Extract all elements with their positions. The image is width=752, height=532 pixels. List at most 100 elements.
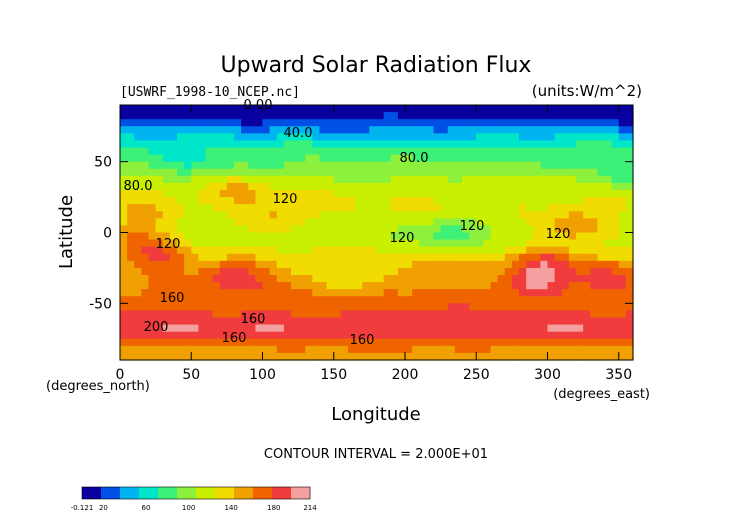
heatmap-cell <box>326 352 335 361</box>
heatmap-cell <box>454 253 463 262</box>
heatmap-cell <box>490 282 499 290</box>
heatmap-cell <box>326 239 335 248</box>
heatmap-cell <box>262 232 271 241</box>
heatmap-cell <box>177 253 185 262</box>
heatmap-cell <box>269 190 278 198</box>
heatmap-cell <box>276 105 285 113</box>
heatmap-cell <box>469 190 477 198</box>
heatmap-cell <box>248 303 256 312</box>
contour-label: 160 <box>222 331 247 346</box>
colorbar-tick-label: 214 <box>303 504 317 512</box>
heatmap-cell <box>177 331 185 340</box>
heatmap-cell <box>419 218 427 227</box>
heatmap-cell <box>390 296 399 304</box>
heatmap-cell <box>369 331 378 340</box>
heatmap-cell <box>162 119 171 127</box>
heatmap-cell <box>376 175 385 184</box>
heatmap-cell <box>262 182 271 191</box>
heatmap-cell <box>184 133 192 142</box>
heatmap-cell <box>533 317 541 326</box>
heatmap-cell <box>355 345 363 354</box>
heatmap-cell <box>497 267 506 276</box>
heatmap-cell <box>312 253 321 262</box>
heatmap-cell <box>369 154 378 163</box>
contour-label: 160 <box>350 333 375 348</box>
heatmap-cell <box>155 338 164 347</box>
heatmap-cell <box>526 119 534 127</box>
heatmap-cell <box>583 352 591 361</box>
heatmap-cell <box>212 140 221 149</box>
heatmap-cell <box>255 119 264 127</box>
heatmap-cell <box>226 154 235 163</box>
heatmap-cell <box>426 126 435 134</box>
heatmap-cell <box>262 126 271 134</box>
heatmap-cell <box>177 119 185 127</box>
heatmap-cell <box>283 345 292 354</box>
heatmap-cell <box>547 105 556 113</box>
heatmap-cell <box>490 175 499 184</box>
heatmap-cell <box>198 246 207 255</box>
heatmap-cell <box>312 239 321 248</box>
heatmap-cell <box>369 175 378 184</box>
heatmap-cell <box>248 253 256 262</box>
heatmap-cell <box>226 168 235 177</box>
heatmap-cell <box>234 239 242 248</box>
heatmap-cell <box>576 147 584 156</box>
heatmap-cell <box>412 119 420 127</box>
heatmap-cell <box>298 352 306 361</box>
heatmap-cell <box>419 211 427 219</box>
heatmap-cell <box>141 331 150 340</box>
heatmap-cell <box>590 289 598 297</box>
heatmap-cell <box>141 175 150 184</box>
heatmap-cell <box>483 225 492 234</box>
heatmap-cell <box>155 133 164 142</box>
heatmap-cell <box>184 289 192 297</box>
heatmap-cell <box>333 352 342 361</box>
heatmap-cell <box>476 303 484 312</box>
heatmap-cell <box>333 225 342 234</box>
heatmap-cell <box>554 303 563 312</box>
heatmap-cell <box>241 161 249 170</box>
heatmap-cell <box>568 126 577 134</box>
heatmap-cell <box>348 112 356 120</box>
heatmap-cell <box>412 182 420 191</box>
heatmap-cell <box>205 296 214 304</box>
heatmap-cell <box>355 289 363 297</box>
heatmap-cell <box>120 211 128 219</box>
heatmap-cell <box>604 260 613 269</box>
heatmap-cell <box>340 303 349 312</box>
heatmap-cell <box>319 182 328 191</box>
heatmap-cell <box>454 175 463 184</box>
heatmap-cell <box>148 260 157 269</box>
heatmap-cell <box>412 105 420 113</box>
heatmap-cell <box>519 232 527 241</box>
heatmap-cell <box>611 126 620 134</box>
heatmap-cell <box>241 282 249 290</box>
heatmap-cell <box>155 197 164 205</box>
heatmap-cell <box>547 282 556 290</box>
heatmap-cell <box>369 253 378 262</box>
heatmap-cell <box>169 282 178 290</box>
heatmap-cell <box>241 154 249 163</box>
heatmap-cell <box>269 345 278 354</box>
heatmap-cell <box>568 197 577 205</box>
heatmap-cell <box>205 260 214 269</box>
heatmap-cell <box>561 232 570 241</box>
heatmap-cell <box>497 218 506 227</box>
heatmap-cell <box>226 324 235 333</box>
heatmap-cell <box>255 133 264 142</box>
heatmap-cell <box>390 154 399 163</box>
heatmap-cell <box>469 345 477 354</box>
heatmap-cell <box>127 310 135 319</box>
heatmap-cell <box>305 317 313 326</box>
heatmap-cell <box>141 211 150 219</box>
heatmap-cell <box>561 267 570 276</box>
heatmap-cell <box>241 126 249 134</box>
heatmap-cell <box>326 303 335 312</box>
heatmap-cell <box>533 232 541 241</box>
heatmap-cell <box>454 119 463 127</box>
heatmap-cell <box>405 303 413 312</box>
heatmap-cell <box>419 105 427 113</box>
heatmap-cell <box>462 310 470 319</box>
heatmap-cell <box>241 267 249 276</box>
